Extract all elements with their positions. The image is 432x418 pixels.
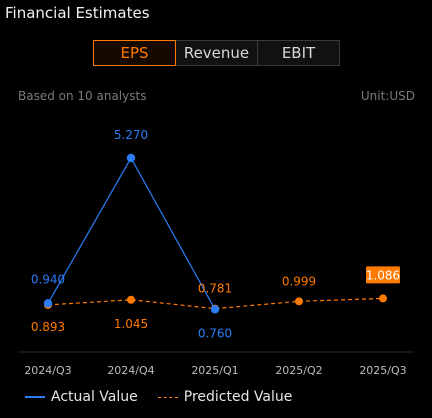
analyst-count: Based on 10 analysts <box>18 89 147 103</box>
actual-point <box>210 305 220 314</box>
predicted-point <box>127 295 135 304</box>
predicted-data-label: 0.893 <box>31 320 65 334</box>
unit-label: Unit:USD <box>360 89 415 103</box>
tab-ebit[interactable]: EBIT <box>258 40 340 66</box>
highlight-label-bg <box>366 266 400 284</box>
chart-legend: Actual Value Predicted Value <box>25 389 312 405</box>
predicted-data-label: 1.045 <box>114 317 148 331</box>
x-tick-label: 2025/Q1 <box>191 364 238 377</box>
x-tick-label: 2025/Q3 <box>359 364 406 377</box>
actual-series-line <box>47 156 216 310</box>
predicted-data-label: 0.781 <box>198 282 232 296</box>
x-tick-label: 2024/Q3 <box>24 364 71 377</box>
metric-tabs: EPS Revenue EBIT <box>93 40 340 66</box>
page-title: Financial Estimates <box>5 4 150 22</box>
predicted-point <box>295 297 303 306</box>
actual-data-label: 5.270 <box>114 128 148 142</box>
actual-line-swatch <box>25 396 45 398</box>
predicted-line-swatch <box>157 396 178 398</box>
tab-eps[interactable]: EPS <box>93 40 176 66</box>
predicted-point <box>379 294 387 303</box>
legend-actual[interactable]: Actual Value <box>25 389 138 405</box>
x-tick-label: 2024/Q4 <box>107 364 154 377</box>
predicted-data-label: 1.086 <box>366 268 400 282</box>
actual-point <box>43 299 53 308</box>
actual-point <box>126 153 136 163</box>
predicted-data-label: 0.999 <box>282 274 316 288</box>
x-tick-label: 2025/Q2 <box>275 364 322 377</box>
tab-revenue[interactable]: Revenue <box>176 40 258 66</box>
actual-data-label: 0.940 <box>31 272 65 286</box>
legend-predicted-label: Predicted Value <box>183 389 293 405</box>
legend-predicted[interactable]: Predicted Value <box>157 389 293 405</box>
actual-data-label: 0.760 <box>198 326 232 340</box>
legend-actual-label: Actual Value <box>51 389 138 405</box>
